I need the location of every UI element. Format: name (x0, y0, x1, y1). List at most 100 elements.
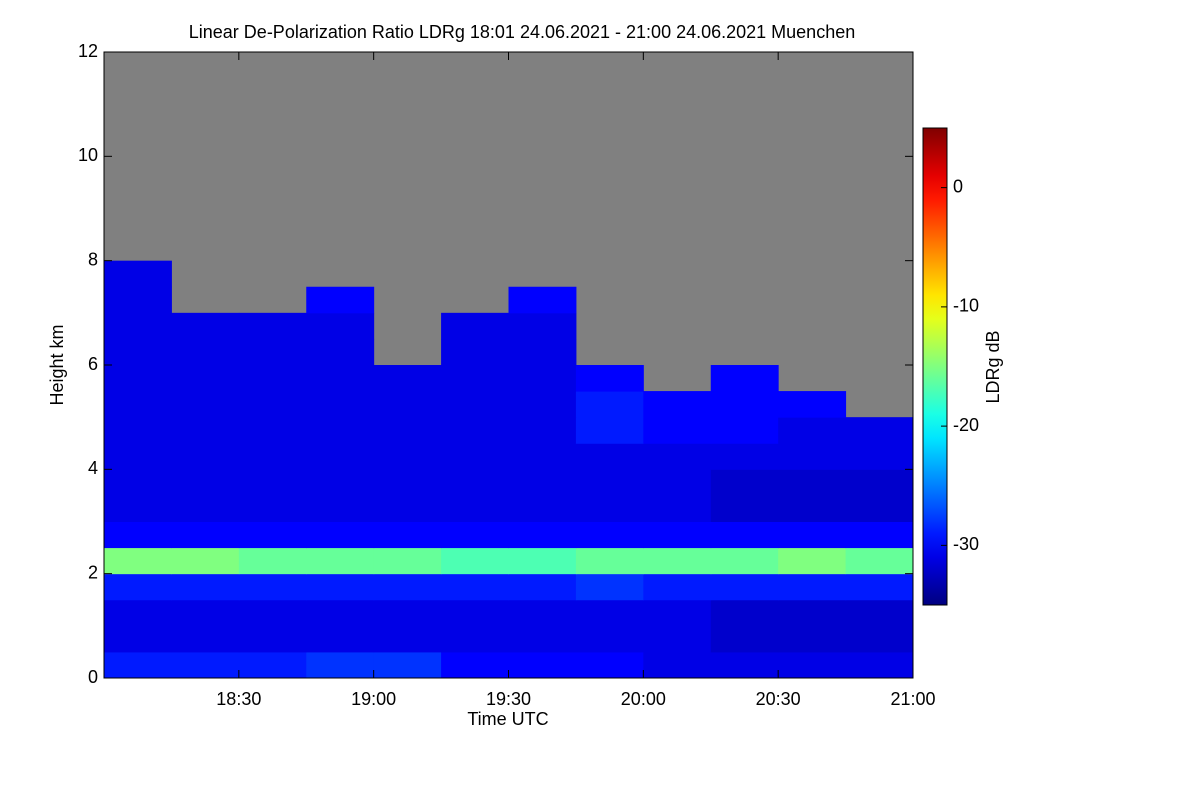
heatmap-cell (710, 521, 779, 549)
heatmap-cell (238, 338, 307, 366)
heatmap-cell (306, 625, 375, 653)
heatmap-cell (575, 547, 644, 575)
heatmap-cell (238, 625, 307, 653)
heatmap-cell (104, 625, 172, 653)
heatmap-cell (643, 417, 712, 444)
heatmap-cell (575, 521, 644, 549)
heatmap-cell (575, 625, 644, 653)
heatmap-cell (238, 365, 307, 392)
heatmap-cell (643, 469, 712, 496)
y-tick-label: 0 (88, 667, 98, 687)
y-tick-label: 2 (88, 562, 98, 582)
heatmap-cell (306, 338, 375, 366)
x-tick-label: 18:30 (216, 689, 261, 709)
y-tick-label: 4 (88, 458, 98, 478)
heatmap-cell (104, 338, 172, 366)
heatmap-cell (306, 443, 375, 470)
heatmap-cell (441, 417, 509, 444)
heatmap-cell (171, 495, 240, 522)
colorbar-tick-label: -20 (953, 415, 979, 435)
heatmap-cell (306, 365, 375, 392)
heatmap-cell (575, 443, 644, 470)
heatmap-cell (104, 443, 172, 470)
heatmap-cell (845, 469, 914, 496)
heatmap-cell (508, 469, 577, 496)
heatmap-cell (778, 599, 847, 627)
heatmap-cell (575, 651, 644, 679)
heatmap-cell (373, 495, 442, 522)
heatmap-cell (845, 443, 914, 470)
heatmap-cell (441, 625, 509, 653)
heatmap-cell (238, 573, 307, 601)
heatmap-cell (238, 651, 307, 679)
heatmap-cell (710, 469, 779, 496)
heatmap-cell (104, 286, 172, 314)
heatmap-cell (845, 495, 914, 522)
heatmap-cell (238, 521, 307, 549)
heatmap-cell (778, 651, 847, 679)
heatmap-cell (104, 573, 172, 601)
heatmap-cell (710, 625, 779, 653)
heatmap-cell (778, 547, 847, 575)
heatmap-cell (508, 625, 577, 653)
heatmap-cell (508, 338, 577, 366)
heatmap-cell (508, 599, 577, 627)
heatmap-cell (441, 469, 509, 496)
heatmap-cell (508, 521, 577, 549)
heatmap-cell (778, 573, 847, 601)
heatmap-cell (104, 417, 172, 444)
colorbar-tick-label: -10 (953, 296, 979, 316)
y-tick-label: 6 (88, 354, 98, 374)
y-tick-label: 12 (78, 41, 98, 61)
heatmap-cell (306, 599, 375, 627)
heatmap-cell (171, 443, 240, 470)
heatmap-cell (306, 651, 375, 679)
heatmap-cell (508, 573, 577, 601)
heatmap-cell (171, 573, 240, 601)
heatmap-cell (778, 391, 847, 418)
heatmap-cell (508, 286, 577, 314)
heatmap-cell (306, 469, 375, 496)
heatmap-cell (778, 521, 847, 549)
heatmap-cell (508, 391, 577, 418)
heatmap-cell (441, 365, 509, 392)
heatmap-cell (441, 521, 509, 549)
heatmap-cell (643, 495, 712, 522)
heatmap-cell (643, 547, 712, 575)
heatmap-cell (575, 599, 644, 627)
heatmap-cell (845, 599, 914, 627)
heatmap-cell (441, 599, 509, 627)
heatmap-cell (710, 443, 779, 470)
heatmap-cell (778, 417, 847, 444)
heatmap-cell (508, 547, 577, 575)
heatmap-cell (643, 521, 712, 549)
heatmap-cell (643, 443, 712, 470)
heatmap-cell (710, 417, 779, 444)
heatmap-cell (710, 651, 779, 679)
heatmap-cell (845, 651, 914, 679)
heatmap-cell (441, 651, 509, 679)
heatmap-cell (845, 547, 914, 575)
heatmap-cell (643, 391, 712, 418)
heatmap-cell (575, 391, 644, 418)
heatmap-cell (238, 469, 307, 496)
heatmap-cell (643, 625, 712, 653)
heatmap-cell (710, 495, 779, 522)
heatmap-cell (441, 495, 509, 522)
heatmap-cell (373, 469, 442, 496)
heatmap-cell (171, 338, 240, 366)
heatmap-cell (306, 391, 375, 418)
heatmap-cell (441, 443, 509, 470)
heatmap-cell (508, 651, 577, 679)
heatmap-cell (306, 286, 375, 314)
heatmap-cell (306, 573, 375, 601)
heatmap-cell (104, 469, 172, 496)
heatmap-cell (373, 573, 442, 601)
heatmap-cell (373, 417, 442, 444)
heatmap-cell (778, 443, 847, 470)
heatmap-cell (845, 417, 914, 444)
heatmap-cell (373, 599, 442, 627)
heatmap-cell (373, 521, 442, 549)
heatmap-cell (508, 495, 577, 522)
